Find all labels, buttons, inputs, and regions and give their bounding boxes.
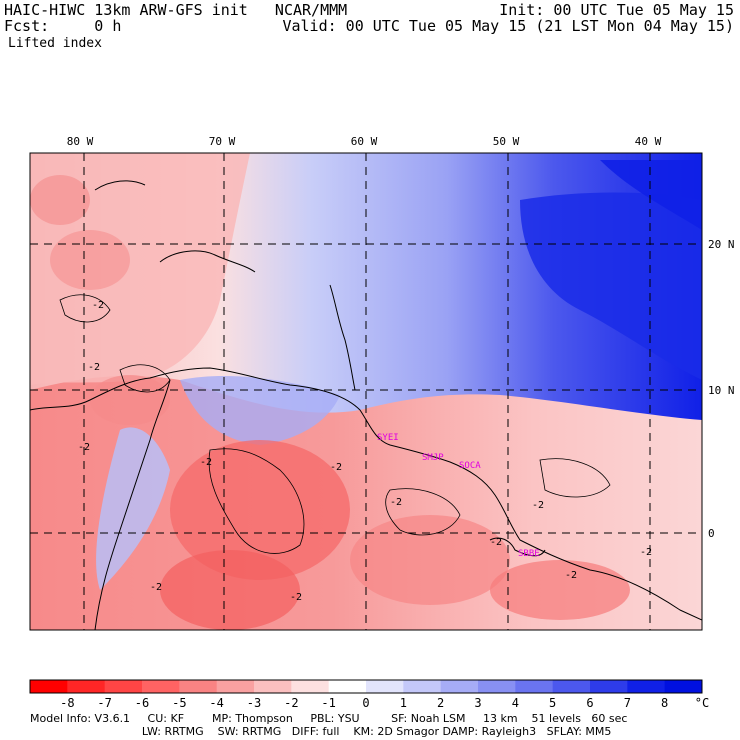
colorbar-swatch [254,680,292,693]
station-label: SYEI [377,433,399,443]
contour-label: -2 [78,442,90,453]
colorbar-swatch [664,680,703,693]
lon-label: 40 W [635,135,662,148]
contour-label: -2 [532,500,544,511]
colorbar-swatch [627,680,666,693]
colorbar-swatch [104,680,143,693]
model-title: HAIC-HIWC 13km ARW-GFS init NCAR/MMM [4,1,348,19]
colorbar-tick-label: 6 [586,696,594,710]
contour-label: -2 [88,362,100,373]
lon-label: 60 W [351,135,378,148]
colorbar-tick-label: -4 [209,696,224,710]
colorbar-tick-label: 3 [474,696,482,710]
colorbar-frame [29,679,703,694]
colorbar-tick-label: 7 [623,696,631,710]
init-time: Init: 00 UTC Tue 05 May 15 [499,1,734,19]
colorbar-unit: °C [694,696,710,710]
colorbar-swatch [142,680,180,693]
lon-label: 80 W [67,135,94,148]
contour-label: -2 [390,497,402,508]
colorbar-tick-label: 1 [399,696,407,710]
contour-label: -2 [200,457,212,468]
contour-label: -2 [565,570,577,581]
contour-value-labels: -2 -2 -2 -2 -2 -2 -2 -2 -2 -2 -2 -2 [78,300,652,603]
colorbar-swatch [328,680,367,693]
colorbar-tick-label: -8 [60,696,75,710]
colorbar-tick-label: -6 [134,696,150,710]
colorbar-tick-label: -5 [172,696,187,710]
colorbar-tick-label: -1 [321,696,336,710]
contour-label: -2 [490,537,502,548]
colorbar-swatch [552,680,591,693]
colorbar-swatch [515,680,554,693]
station-label: SMJP [422,453,444,463]
coastlines [30,180,702,630]
contour-lines [59,294,611,554]
model-info-line2: LW: RRTMG SW: RRTMG DIFF: full KM: 2D Sm… [30,725,612,738]
colorbar-tick-label: 2 [437,696,445,710]
colorbar-swatch [30,680,68,693]
lon-label: 70 W [209,135,236,148]
colorbar-swatch [440,680,479,693]
colorbar-swatch [478,680,516,693]
colorbar-tick-label: 5 [549,696,557,710]
colorbar-tick-label: 4 [511,696,519,710]
latitude-labels: 20 N 10 N 0 [708,238,735,540]
colorbar-swatch [179,680,218,693]
lat-lon-grid [30,153,702,630]
contour-label: -2 [640,547,652,558]
forecast-hour: Fcst: 0 h [4,17,122,35]
lat-label: 20 N [708,238,735,251]
colorbar-tick-label: 8 [661,696,669,710]
station-label: SBBE [518,549,540,559]
contour-label: -2 [92,300,104,311]
station-labels: SYEI SMJP SOCA SBBE [377,433,540,559]
valid-time: Valid: 00 UTC Tue 05 May 15 (21 LST Mon … [282,17,734,35]
longitude-labels: 80 W 70 W 60 W 50 W 40 W [67,135,662,148]
colorbar-tick-label: -7 [97,696,112,710]
model-info-line1: Model Info: V3.6.1 CU: KF MP: Thompson P… [30,712,628,725]
colorbar-swatch [67,680,106,693]
contour-label: -2 [330,462,342,473]
lat-label: 0 [708,527,715,540]
lon-label: 50 W [493,135,520,148]
colorbar-tick-label: 0 [362,696,370,710]
lat-label: 10 N [708,384,735,397]
contour-label: -2 [290,592,302,603]
colorbar-swatch [590,680,628,693]
station-label: SOCA [459,461,481,471]
colorbar-tick-label: -2 [284,696,299,710]
colorbar-swatch [403,680,442,693]
colorbar-swatch [216,680,255,693]
contour-label: -2 [150,582,162,593]
colorbar-swatch [366,680,404,693]
field-name: Lifted index [8,36,102,51]
map-frame [29,152,703,631]
colorbar-tick-label: -3 [246,696,262,710]
colorbar [30,680,703,693]
colorbar-swatch [291,680,330,693]
